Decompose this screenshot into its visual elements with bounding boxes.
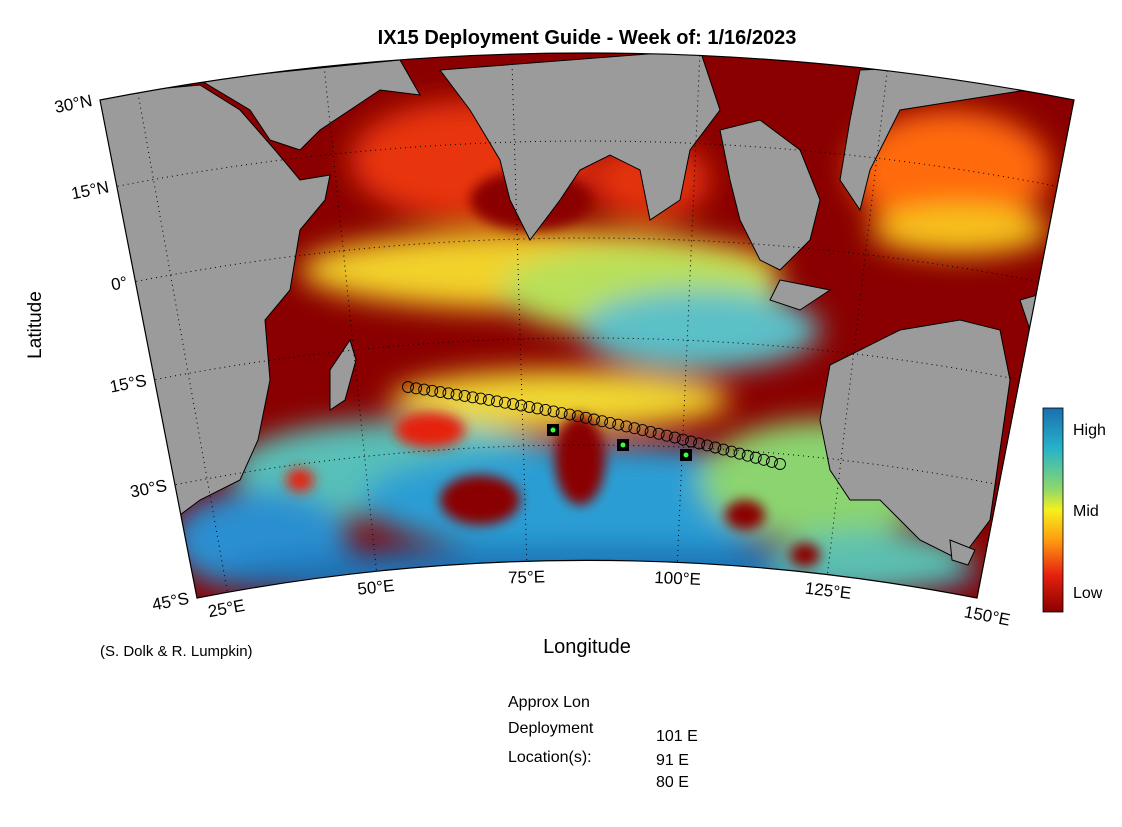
lat-tick-label: 0° [109, 273, 129, 295]
map-frame [99, 52, 1075, 599]
track-point [765, 455, 778, 468]
track-point [644, 425, 657, 438]
track-point [741, 449, 754, 462]
track-point [442, 387, 455, 400]
track-point [507, 398, 520, 411]
track-point [693, 437, 706, 450]
track-point [563, 408, 576, 421]
track-point [733, 447, 746, 460]
track-point [571, 410, 584, 423]
track-point [474, 392, 487, 405]
lat-tick-label: 45°S [151, 589, 191, 615]
colorbar [1042, 407, 1064, 613]
track-point [774, 458, 786, 470]
deployment-location: 80 E [656, 774, 689, 791]
deployment-info: Approx Lon Deployment Location(s): 101 E 91 … [508, 694, 698, 791]
track-point [466, 391, 479, 404]
track-point [612, 418, 625, 431]
parallel [117, 140, 1057, 187]
deployment-line: Location(s): [508, 749, 592, 766]
track-point [499, 396, 511, 409]
track-point [402, 381, 414, 393]
track-point [652, 427, 665, 440]
deployment-line: Approx Lon [508, 694, 590, 711]
track-point [725, 445, 738, 458]
lat-tick-label: 15°N [70, 177, 111, 203]
track-point [555, 407, 568, 419]
credit: (S. Dolk & R. Lumpkin) [100, 643, 253, 660]
deployment-dot [620, 442, 626, 448]
lon-tick-label: 100°E [654, 568, 701, 589]
track-point [418, 383, 431, 396]
track-point [660, 429, 673, 442]
lon-tick-label: 125°E [804, 579, 852, 603]
y-axis-label: Latitude [25, 291, 46, 359]
title: IX15 Deployment Guide - Week of: 1/16/20… [378, 27, 797, 49]
deployment-markers [547, 424, 692, 461]
deployment-dot [550, 427, 556, 433]
colorbar-label: High [1073, 422, 1106, 439]
track-point [523, 401, 536, 413]
track-point [482, 394, 495, 406]
graticule [117, 54, 1057, 593]
track-point [677, 433, 689, 446]
track-point [450, 388, 463, 401]
track-point [515, 399, 528, 412]
deployment-line: Deployment [508, 720, 594, 737]
deployment-location: 91 E [656, 752, 689, 769]
x-axis-label: Longitude [543, 636, 631, 658]
track-point [579, 411, 592, 424]
map-field [100, 53, 1074, 598]
track-point [547, 405, 560, 418]
track-point [685, 435, 697, 448]
deployment-location: 101 E [656, 728, 698, 745]
track-point [426, 384, 439, 397]
track-point [717, 443, 730, 456]
track-point [604, 416, 617, 429]
lon-tick-label: 150°E [962, 602, 1011, 630]
track-point [458, 390, 471, 402]
lat-tick-label: 15°S [108, 371, 148, 397]
track-point [757, 453, 770, 466]
track-point [539, 404, 552, 416]
track-point [701, 439, 714, 452]
track-point [709, 441, 722, 454]
colorbar-labels: High Mid Low [1073, 422, 1106, 602]
track-point [668, 431, 681, 444]
ship-track [402, 381, 786, 470]
lon-tick-label: 50°E [357, 576, 396, 599]
lon-tick-label: 25°E [206, 596, 246, 621]
track-point [596, 415, 609, 428]
track-point [636, 424, 649, 436]
parallel [155, 337, 1019, 381]
track-point [434, 386, 447, 399]
deployment-dot [683, 452, 689, 458]
lat-tick-label: 30°N [53, 91, 94, 117]
track-point [620, 420, 633, 433]
track-point [491, 395, 503, 408]
lon-tick-label: 75°E [508, 567, 546, 587]
colorbar-label: Low [1073, 585, 1103, 602]
track-point [628, 422, 641, 435]
lat-tick-label: 30°S [129, 476, 169, 502]
track-point [749, 451, 762, 464]
track-point [588, 413, 600, 426]
colorbar-label: Mid [1073, 503, 1099, 520]
track-point [410, 382, 423, 395]
track-point [531, 402, 544, 415]
